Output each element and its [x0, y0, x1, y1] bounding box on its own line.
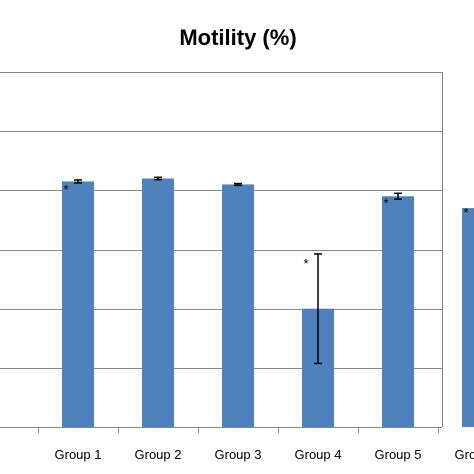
legend-swatch [464, 263, 472, 271]
significance-marker: * [303, 256, 308, 271]
x-tick-label: Group 3 [215, 447, 262, 462]
bar-group-5 [382, 196, 414, 427]
error-bars: * * * * [63, 176, 469, 365]
legend [464, 263, 472, 271]
x-tick-label: Group 2 [135, 447, 182, 462]
significance-marker: * [383, 195, 388, 210]
bar-group-6 [462, 208, 474, 427]
tick-labels: Group 1 Group 2 Group 3 Group 4 Group 5 Group… [55, 447, 474, 462]
chart-title: Motility (%) [179, 25, 296, 50]
x-tick-label: Group 6 [455, 447, 474, 462]
x-tick-label: Group 4 [295, 447, 342, 462]
x-tick-label: Group 1 [55, 447, 102, 462]
gridlines [0, 72, 443, 433]
x-tick-label: Group 5 [375, 447, 422, 462]
bar-group-2 [142, 178, 174, 427]
bar-group-1 [62, 181, 94, 427]
significance-marker: * [63, 182, 68, 197]
bar-group-3 [222, 184, 254, 427]
bars [62, 178, 474, 427]
significance-marker: * [463, 205, 468, 220]
